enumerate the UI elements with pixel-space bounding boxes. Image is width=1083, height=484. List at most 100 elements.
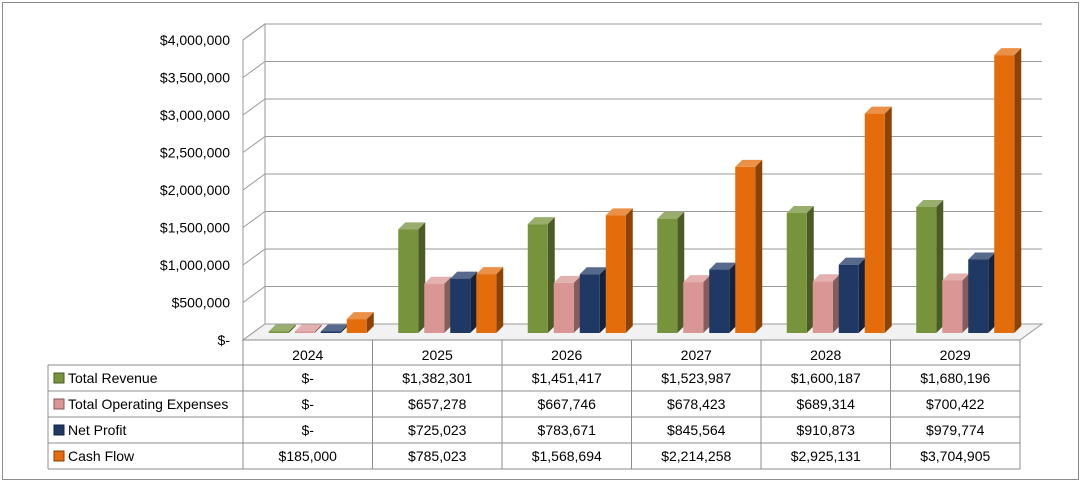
bar-side: [547, 217, 555, 333]
bar-front: [812, 281, 833, 333]
bar-front: [450, 278, 471, 333]
bar-top: [683, 275, 711, 283]
bar-top: [709, 262, 737, 270]
bar-total-operating-expenses-2029: [942, 273, 970, 333]
y-tick-label: $3,000,000: [160, 107, 230, 123]
bar-top: [476, 267, 504, 275]
bar-front: [786, 212, 807, 333]
legend-label: Net Profit: [68, 422, 126, 438]
table-cell: $1,523,987: [661, 370, 731, 386]
bar-side: [496, 267, 504, 333]
table-cell: $979,774: [926, 422, 985, 438]
bar-net-profit-2024: [320, 324, 348, 333]
legend-key: [53, 372, 65, 384]
y-tick-label: $2,500,000: [160, 145, 230, 161]
bar-top: [450, 271, 478, 279]
bar-net-profit-2026: [579, 267, 607, 333]
bar-front: [424, 283, 445, 333]
category-label: 2026: [551, 347, 582, 363]
bar-top: [786, 205, 814, 213]
table-cell: $845,564: [667, 422, 726, 438]
bar-side: [599, 267, 607, 333]
bar-side: [703, 275, 711, 333]
category-label: 2028: [810, 347, 841, 363]
bar-total-operating-expenses-2027: [683, 275, 711, 333]
table-cell: $1,451,417: [532, 370, 602, 386]
bar-front: [294, 331, 315, 333]
bar-side: [884, 106, 892, 333]
table-cell: $3,704,905: [920, 448, 990, 464]
bar-top: [812, 274, 840, 282]
bar-side: [625, 208, 633, 333]
bar-side: [340, 324, 348, 333]
y-tick-label: $-: [218, 332, 231, 348]
bar-front: [657, 218, 678, 333]
bar-side: [418, 222, 426, 333]
y-tick-label: $3,500,000: [160, 70, 230, 86]
bar-cash-flow-2028: [864, 106, 892, 333]
bar-cash-flow-2026: [605, 208, 633, 333]
bars: [268, 48, 1022, 333]
y-tick-label: $1,000,000: [160, 257, 230, 273]
bar-top: [968, 252, 996, 260]
bar-total-revenue-2026: [527, 217, 555, 333]
table-cell: $-: [302, 370, 315, 386]
y-axis-ticks: $- $500,000 $1,000,000 $1,500,000 $2,000,000…: [160, 32, 230, 348]
bar-net-profit-2025: [450, 271, 478, 333]
bar-cash-flow-2024: [346, 312, 374, 333]
bar-front: [916, 206, 937, 333]
bar-top: [320, 324, 348, 332]
table-cell: $700,422: [926, 396, 985, 412]
bar-total-revenue-2027: [657, 211, 685, 333]
table-cell: $785,023: [408, 448, 467, 464]
bar-side: [444, 276, 452, 333]
table-cell: $185,000: [279, 448, 338, 464]
bar-front: [942, 280, 963, 333]
bar-front: [553, 282, 574, 333]
bar-top: [838, 257, 866, 265]
bar-front: [735, 166, 756, 333]
bar-front: [605, 215, 626, 333]
legend-key: [53, 424, 65, 436]
bar-front: [346, 319, 367, 333]
gridline: [242, 136, 1042, 153]
table-cell: $783,671: [538, 422, 597, 438]
bar-total-revenue-2028: [786, 205, 814, 333]
bar-side: [1014, 48, 1022, 333]
bar-side: [806, 205, 814, 333]
bar-top: [527, 217, 555, 225]
bar-net-profit-2027: [709, 262, 737, 333]
bar-top: [657, 211, 685, 219]
data-table: 2024 2025 2026 2027 2028 2029 Total Revenue $- $…: [47, 339, 1021, 470]
table-cell: $678,423: [667, 396, 726, 412]
bar-top: [424, 276, 452, 284]
bar-cash-flow-2029: [994, 48, 1022, 333]
bar-front: [320, 331, 341, 333]
gridlines: [242, 23, 1042, 303]
table-cell: $910,873: [797, 422, 856, 438]
bar-net-profit-2028: [838, 257, 866, 333]
legend-label: Total Operating Expenses: [68, 396, 228, 412]
bar-front: [268, 331, 289, 333]
table-cell: $1,568,694: [532, 448, 602, 464]
bar-front: [994, 55, 1015, 333]
bar-side: [858, 257, 866, 333]
table-cell: $667,746: [538, 396, 597, 412]
category-label: 2027: [681, 347, 712, 363]
bar-top: [398, 222, 426, 230]
table-cell: $-: [302, 396, 315, 412]
table-cell: $1,600,187: [791, 370, 861, 386]
bar-front: [838, 264, 859, 333]
bar-top: [735, 159, 763, 167]
bar-side: [677, 211, 685, 333]
gridline: [242, 98, 1042, 116]
table-cell: $2,925,131: [791, 448, 861, 464]
bar-total-revenue-2029: [916, 199, 944, 333]
bar-side: [573, 275, 581, 333]
table-cell: $-: [302, 422, 315, 438]
bar-top: [605, 208, 633, 216]
y-tick-label: $500,000: [172, 295, 231, 311]
bar-front: [864, 113, 885, 333]
legend-key: [53, 398, 65, 410]
